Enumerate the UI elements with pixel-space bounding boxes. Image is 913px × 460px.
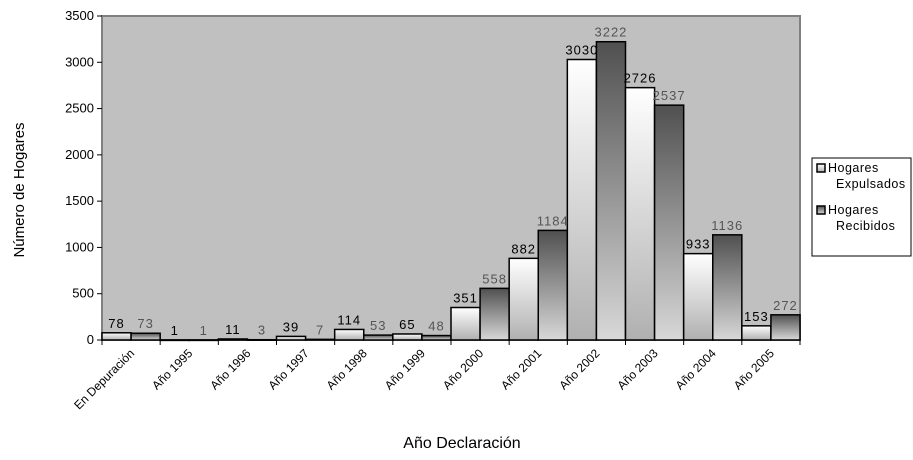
bar-hogares-recibidos [653,104,685,341]
x-category-label: Año 1995 [149,346,195,392]
data-label: 11 [225,322,241,337]
x-category-label: Año 2000 [440,346,486,392]
bar-hogares-expulsados [624,86,656,341]
data-label: 558 [482,271,507,286]
x-category-label: Año 1996 [207,346,253,392]
y-tick-label: 3500 [65,8,94,23]
bar-hogares-expulsados [508,257,539,341]
data-label: 2537 [653,88,686,103]
y-tick-label: 0 [87,332,94,347]
x-category-label: Año 1998 [324,346,370,392]
data-label: 39 [283,319,299,334]
legend-label: Hogares [828,203,879,217]
data-label: 153 [744,309,769,324]
x-category-label: Año 2001 [498,346,544,392]
x-category-label: En Depuración [71,346,137,412]
bar-hogares-expulsados [159,339,191,342]
y-tick-label: 500 [72,286,94,301]
data-label: 882 [511,241,536,256]
data-label: 114 [337,312,361,327]
bar-hogares-expulsados [275,335,307,341]
data-label: 65 [399,317,415,332]
legend-label: Hogares [828,161,879,175]
bar-hogares-recibidos [770,314,801,341]
y-tick-label: 1500 [65,193,94,208]
data-label: 1184 [537,213,569,228]
y-tick-label: 2000 [65,147,94,162]
x-category-label: Año 2005 [731,346,777,392]
bar-hogares-recibidos [188,339,220,342]
x-category-label: Año 2003 [614,346,660,392]
bar-hogares-expulsados [566,58,598,341]
data-label: 2726 [624,71,657,86]
bar-hogares-recibidos [537,229,569,341]
data-label: 3030 [565,43,598,58]
bar-hogares-recibidos [363,334,394,341]
x-category-label: Año 2002 [556,346,602,392]
x-axis-title: Año Declaración [403,435,520,452]
data-label: 351 [453,291,478,306]
bar-hogares-recibidos [479,287,510,341]
data-label: 933 [686,237,711,252]
legend-swatch-recibidos [816,205,826,215]
bar-hogares-expulsados [450,306,481,341]
data-label: 1 [200,323,208,338]
y-tick-label: 2500 [65,101,94,116]
legend-box [811,157,912,257]
bar-hogares-expulsados [392,333,423,341]
bar-hogares-recibidos [130,332,161,341]
data-label: 1 [171,323,179,338]
data-label: 53 [370,318,386,333]
bar-hogares-recibidos [246,338,278,341]
bar-hogares-recibidos [595,40,627,341]
data-label: 78 [108,316,124,331]
y-axis-title: Número de Hogares [11,122,28,257]
bar-hogares-expulsados [682,252,714,341]
legend-label: Recibidos [836,219,895,233]
bar-hogares-recibidos [304,338,336,341]
legend-swatch-expulsados [816,163,826,173]
bar-hogares-recibidos [712,234,743,341]
bar-hogares-expulsados [101,332,132,341]
y-tick-label: 1000 [65,239,94,254]
data-label: 1136 [711,218,743,233]
legend: Hogares Expulsados Hogares Recibidos [811,157,912,257]
data-label: 73 [137,316,153,331]
data-label: 7 [316,322,324,337]
bar-hogares-expulsados [741,325,772,341]
x-category-label: Año 1999 [382,346,428,392]
bar-hogares-expulsados [333,328,365,341]
data-label: 3222 [594,25,627,40]
bar-hogares-expulsados [217,338,249,341]
legend-label: Expulsados [836,177,906,191]
x-category-label: Año 2004 [673,346,719,392]
data-label: 272 [773,298,798,313]
y-tick-label: 3000 [65,54,94,69]
bar-hogares-recibidos [421,334,452,341]
x-category-label: Año 1997 [265,346,311,392]
data-label: 48 [428,319,444,334]
data-label: 3 [258,323,266,338]
